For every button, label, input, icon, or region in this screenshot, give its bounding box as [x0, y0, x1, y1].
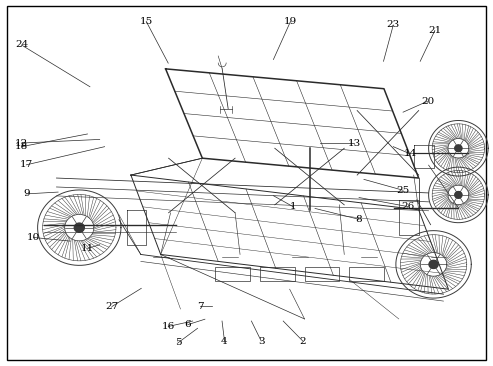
Polygon shape [455, 191, 462, 198]
Polygon shape [429, 260, 438, 268]
Text: 10: 10 [27, 233, 40, 242]
Text: 12: 12 [15, 139, 28, 147]
FancyBboxPatch shape [305, 267, 339, 281]
Text: 4: 4 [221, 336, 228, 346]
FancyBboxPatch shape [215, 267, 250, 281]
Text: 6: 6 [184, 320, 191, 329]
Text: 11: 11 [81, 244, 94, 253]
Text: 17: 17 [20, 160, 33, 169]
Text: 26: 26 [401, 202, 415, 211]
Text: 14: 14 [404, 149, 417, 158]
Text: 2: 2 [299, 336, 306, 346]
Text: 3: 3 [258, 336, 264, 346]
Text: 27: 27 [106, 302, 119, 311]
Text: 20: 20 [421, 97, 434, 106]
Polygon shape [455, 145, 462, 152]
Text: 25: 25 [396, 186, 410, 195]
Text: 7: 7 [197, 302, 203, 311]
Text: 16: 16 [162, 322, 175, 331]
FancyBboxPatch shape [260, 267, 295, 281]
Text: 24: 24 [15, 41, 28, 49]
Text: 9: 9 [23, 189, 30, 198]
Text: 1: 1 [290, 202, 296, 211]
FancyBboxPatch shape [349, 267, 384, 281]
Text: 8: 8 [356, 215, 362, 224]
Text: 18: 18 [15, 142, 28, 151]
Text: 21: 21 [428, 26, 442, 35]
Text: 13: 13 [348, 139, 361, 147]
Text: 5: 5 [175, 338, 181, 347]
Text: 19: 19 [284, 17, 297, 26]
Text: 23: 23 [387, 20, 400, 30]
Polygon shape [74, 223, 84, 232]
Text: 15: 15 [140, 17, 153, 26]
